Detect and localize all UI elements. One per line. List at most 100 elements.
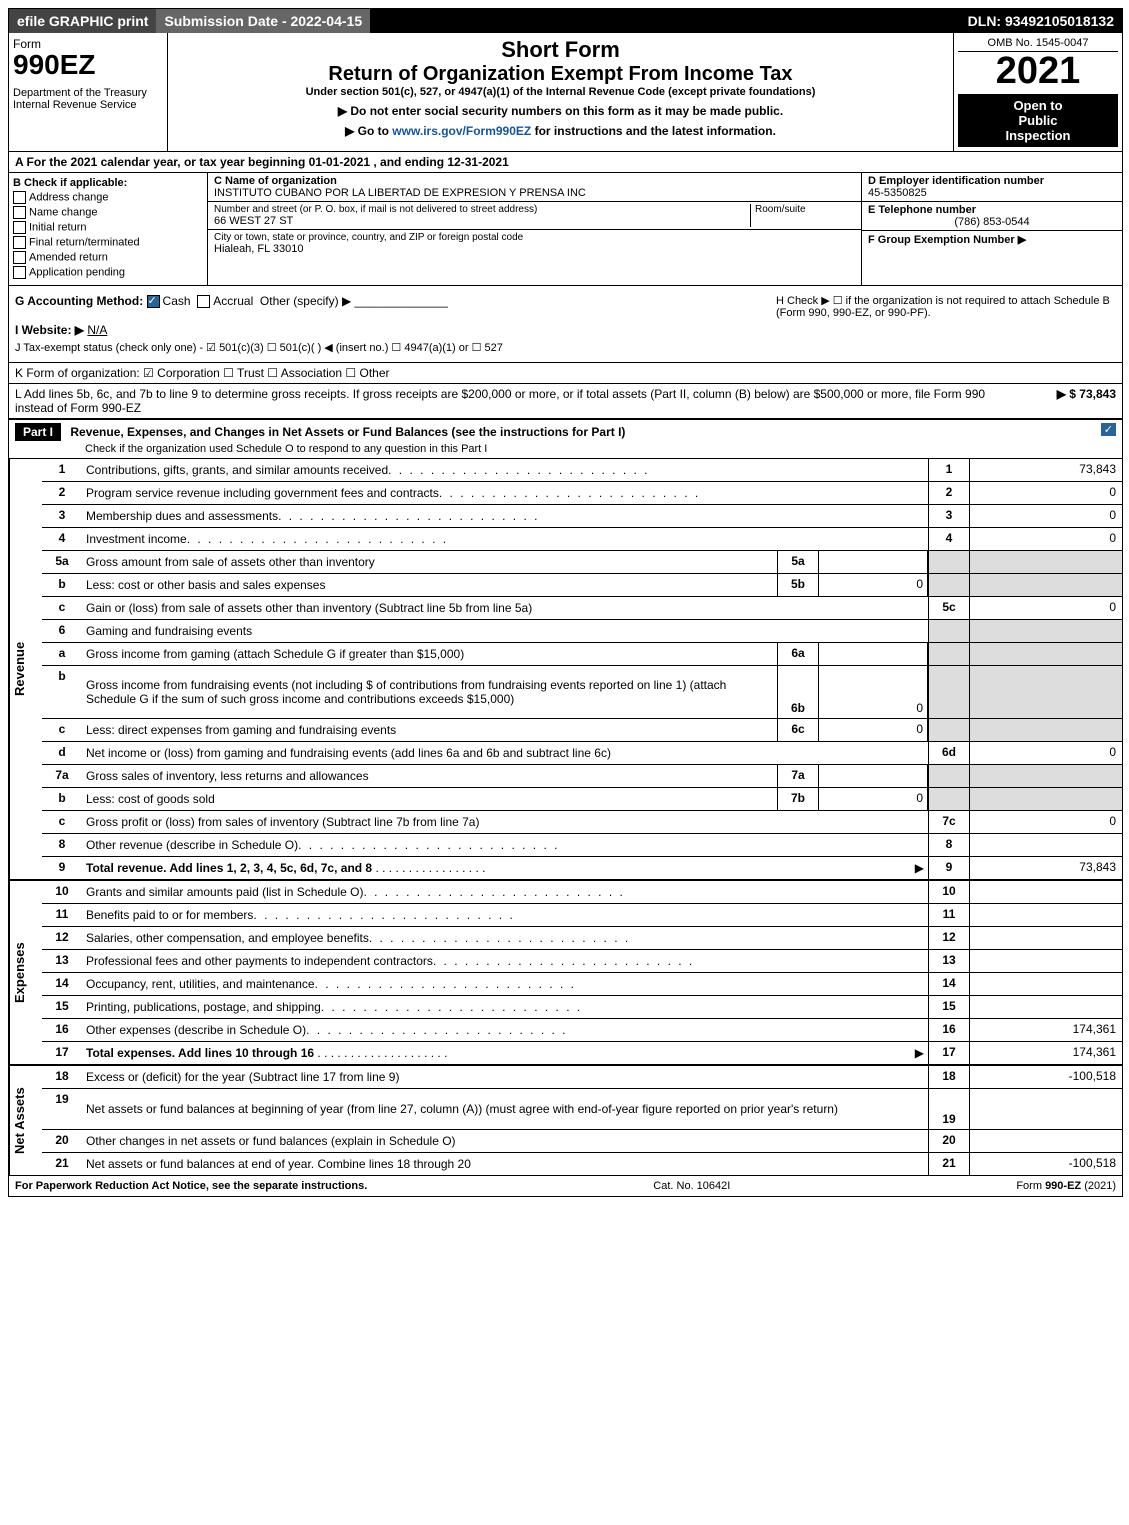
revenue-side-label: Revenue [9,459,42,879]
b-title: B Check if applicable: [13,177,203,189]
street-label: Number and street (or P. O. box, if mail… [214,204,750,215]
line-6c: Less: direct expenses from gaming and fu… [82,719,777,741]
val-20 [969,1130,1122,1152]
under-label: Under section 501(c), 527, or 4947(a)(1)… [172,86,949,98]
line-20: Other changes in net assets or fund bala… [82,1130,928,1152]
line-8: Other revenue (describe in Schedule O) [82,834,928,856]
cb-name-change[interactable]: Name change [13,206,203,219]
cb-address-change[interactable]: Address change [13,191,203,204]
efile-label: efile GRAPHIC print [9,9,156,33]
city-label: City or town, state or province, country… [214,232,855,243]
irs-label: Internal Revenue Service [13,99,163,111]
val-3: 0 [969,505,1122,527]
revenue-section: Revenue 1Contributions, gifts, grants, a… [9,459,1122,879]
line-6: Gaming and fundraising events [82,620,928,642]
ein-label: D Employer identification number [868,175,1116,187]
val-19 [969,1089,1122,1129]
header-left: Form 990EZ Department of the Treasury In… [9,33,168,151]
part1-title: Revenue, Expenses, and Changes in Net As… [70,425,625,439]
val-21: -100,518 [969,1153,1122,1175]
val-9: 73,843 [969,857,1122,879]
short-form-label: Short Form [172,37,949,63]
line-4: Investment income [82,528,928,550]
val-11 [969,904,1122,926]
cb-cash[interactable] [147,295,160,308]
line-7a: Gross sales of inventory, less returns a… [82,765,777,787]
line-17: Total expenses. Add lines 10 through 16 … [82,1042,928,1064]
group-label: F Group Exemption Number ▶ [868,233,1116,246]
part1-label: Part I [15,423,61,441]
cb-accrual[interactable] [197,295,210,308]
org-name: INSTITUTO CUBANO POR LA LIBERTAD DE EXPR… [214,187,855,199]
netassets-side-label: Net Assets [9,1066,42,1175]
cb-initial-return[interactable]: Initial return [13,221,203,234]
val-10 [969,881,1122,903]
k-row: K Form of organization: ☑ Corporation ☐ … [9,362,1122,384]
val-2: 0 [969,482,1122,504]
l-value: ▶ $ 73,843 [996,387,1116,415]
section-b: B Check if applicable: Address change Na… [9,173,208,285]
topbar: efile GRAPHIC print Submission Date - 20… [9,9,1122,33]
dept-label: Department of the Treasury [13,87,163,99]
val-8 [969,834,1122,856]
val-6d: 0 [969,742,1122,764]
line-16: Other expenses (describe in Schedule O) [82,1019,928,1041]
header: Form 990EZ Department of the Treasury In… [9,33,1122,152]
line-13: Professional fees and other payments to … [82,950,928,972]
val-5c: 0 [969,597,1122,619]
form-number: 990EZ [13,51,163,79]
val-13 [969,950,1122,972]
g-label: G Accounting Method: [15,294,143,308]
part1-check[interactable]: ✓ [1101,423,1116,436]
line-15: Printing, publications, postage, and shi… [82,996,928,1018]
dln-label: DLN: 93492105018132 [960,9,1122,33]
tel-label: E Telephone number [868,204,1116,216]
ein-value: 45-5350825 [868,187,1116,199]
cb-application-pending[interactable]: Application pending [13,266,203,279]
section-def: D Employer identification number 45-5350… [861,173,1122,285]
room-label: Room/suite [755,204,855,215]
part1-header: Part I Revenue, Expenses, and Changes in… [9,419,1122,459]
ssn-note: ▶ Do not enter social security numbers o… [172,104,949,118]
expenses-side-label: Expenses [9,881,42,1064]
form-container: efile GRAPHIC print Submission Date - 20… [8,8,1123,1197]
section-a: A For the 2021 calendar year, or tax yea… [9,152,1122,173]
cb-final-return[interactable]: Final return/terminated [13,236,203,249]
line-6d: Net income or (loss) from gaming and fun… [82,742,928,764]
j-text: J Tax-exempt status (check only one) - ☑… [15,341,1116,354]
cb-amended-return[interactable]: Amended return [13,251,203,264]
line-14: Occupancy, rent, utilities, and maintena… [82,973,928,995]
line-9: Total revenue. Add lines 1, 2, 3, 4, 5c,… [82,857,928,879]
line-3: Membership dues and assessments [82,505,928,527]
val-14 [969,973,1122,995]
line-11: Benefits paid to or for members [82,904,928,926]
val-18: -100,518 [969,1066,1122,1088]
line-5c: Gain or (loss) from sale of assets other… [82,597,928,619]
val-12 [969,927,1122,949]
part1-sub: Check if the organization used Schedule … [85,443,487,455]
header-mid: Short Form Return of Organization Exempt… [168,33,953,151]
line-19: Net assets or fund balances at beginning… [82,1089,928,1129]
line-2: Program service revenue including govern… [82,482,928,504]
section-c: C Name of organization INSTITUTO CUBANO … [208,173,861,285]
irs-link[interactable]: www.irs.gov/Form990EZ [392,124,531,138]
submission-date: Submission Date - 2022-04-15 [156,9,370,33]
l-text: L Add lines 5b, 6c, and 7b to line 9 to … [15,387,996,415]
form-title: Return of Organization Exempt From Incom… [172,63,949,86]
line-21: Net assets or fund balances at end of ye… [82,1153,928,1175]
line-5a: Gross amount from sale of assets other t… [82,551,777,573]
goto-note: ▶ Go to www.irs.gov/Form990EZ for instru… [172,124,949,138]
footer-left: For Paperwork Reduction Act Notice, see … [15,1180,367,1192]
val-7c: 0 [969,811,1122,833]
line-7b: Less: cost of goods sold [82,788,777,810]
val-16: 174,361 [969,1019,1122,1041]
netassets-section: Net Assets 18Excess or (deficit) for the… [9,1064,1122,1175]
line-6a: Gross income from gaming (attach Schedul… [82,643,777,665]
line-18: Excess or (deficit) for the year (Subtra… [82,1066,928,1088]
val-1: 73,843 [969,459,1122,481]
expenses-section: Expenses 10Grants and similar amounts pa… [9,879,1122,1064]
line-12: Salaries, other compensation, and employ… [82,927,928,949]
footer: For Paperwork Reduction Act Notice, see … [9,1175,1122,1196]
line-1: Contributions, gifts, grants, and simila… [82,459,928,481]
val-15 [969,996,1122,1018]
